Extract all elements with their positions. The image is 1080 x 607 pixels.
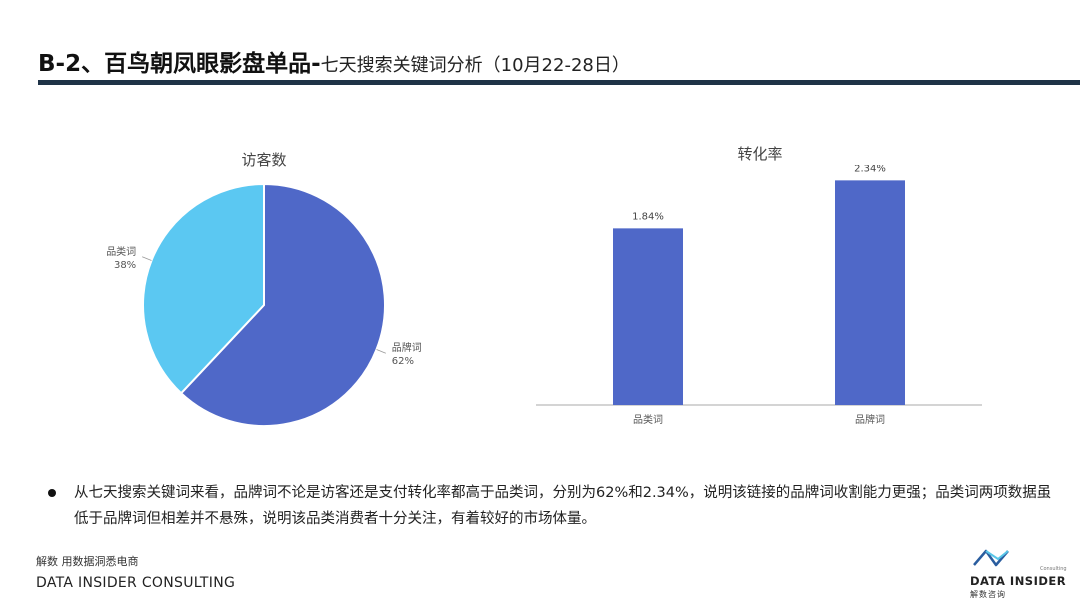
title-divider <box>38 80 1080 85</box>
pie-label-0: 品牌词 <box>392 341 422 354</box>
page-title-sub: 七天搜索关键词分析（10月22-28日） <box>320 55 630 76</box>
pie-slice-1 <box>142 182 265 395</box>
pie-chart-title: 访客数 <box>241 151 287 169</box>
pie-value-label-0: 62% <box>392 356 414 367</box>
bar-value-label-1: 2.34% <box>854 165 886 174</box>
bar-category-label-1: 品牌词 <box>855 413 885 426</box>
summary-text: 从七天搜索关键词来看，品牌词不论是访客还是支付转化率都高于品类词，分别为62%和… <box>74 485 1052 527</box>
bullet-dot-icon <box>48 489 56 497</box>
page-title: B-2、百鸟朝凤眼影盘单品-七天搜索关键词分析（10月22-28日） <box>38 44 630 78</box>
bar-category-label-0: 品类词 <box>633 413 663 426</box>
pie-leader-line-0 <box>376 349 386 354</box>
logo-wordmark: DATA INSIDER <box>970 574 1067 588</box>
pie-value-label-1: 38% <box>114 260 136 271</box>
page-title-main: B-2、百鸟朝凤眼影盘单品- <box>38 51 321 77</box>
pie-leader-line-1 <box>142 256 152 261</box>
data-insider-logo-icon <box>973 549 1009 567</box>
bar-1 <box>835 180 905 405</box>
bar-0 <box>613 228 683 405</box>
bar-value-label-0: 1.84% <box>632 211 664 222</box>
pie-label-1: 品类词 <box>106 245 136 258</box>
bar-chart-title: 转化率 <box>737 145 783 163</box>
footer-tagline: 解数 用数据洞悉电商 <box>36 555 139 568</box>
bar-chart: 1.84% 品类词 2.34% 品牌词 <box>536 165 982 426</box>
logo-consulting-text: Consulting <box>1040 566 1067 572</box>
logo-chinese: 解数咨询 <box>970 590 1006 599</box>
summary-bullet: 从七天搜索关键词来看，品牌词不论是访客还是支付转化率都高于品类词，分别为62%和… <box>48 480 1058 532</box>
pie-chart: 品牌词 62% 品类词 38% <box>106 182 422 427</box>
footer-company: DATA INSIDER CONSULTING <box>36 575 236 591</box>
